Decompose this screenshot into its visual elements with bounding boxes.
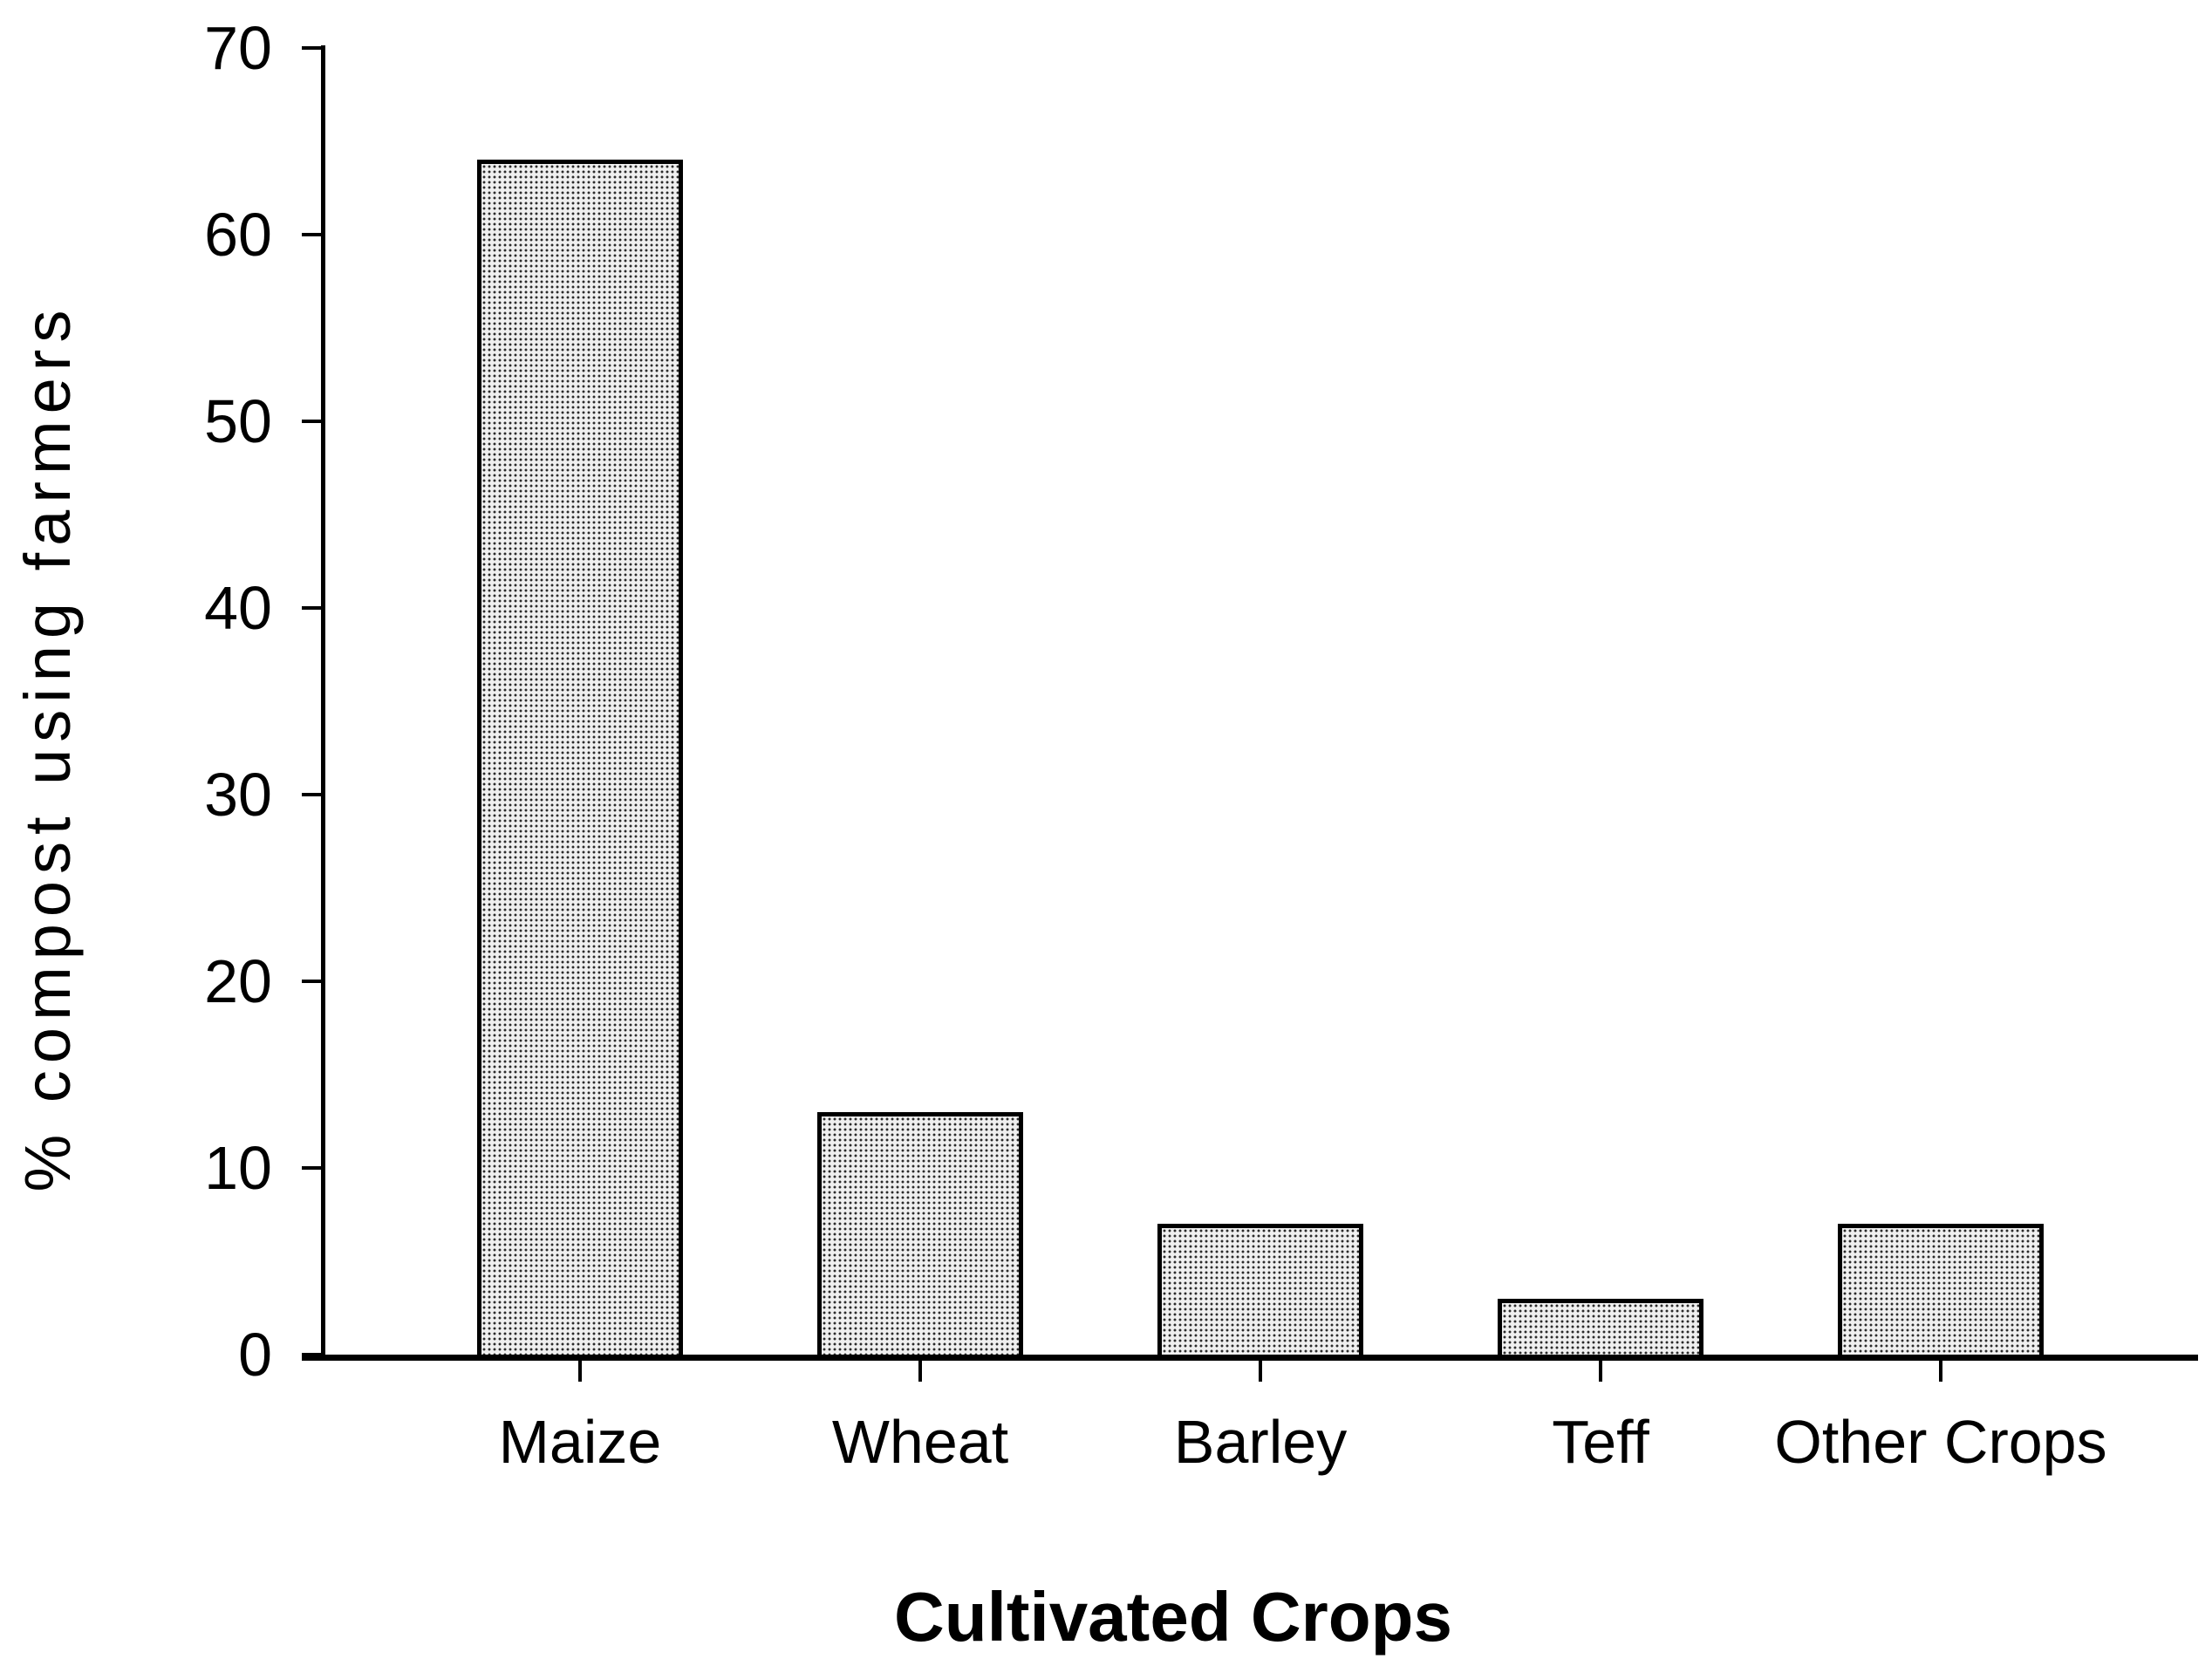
x-tick-label-maize: Maize — [498, 1408, 662, 1476]
x-tick-other-crops — [1939, 1361, 1942, 1382]
bar-maize — [477, 160, 683, 1355]
y-axis — [321, 45, 325, 1361]
bar-wheat — [817, 1112, 1023, 1355]
x-axis — [302, 1355, 2198, 1361]
y-tick-label-60: 60 — [204, 201, 272, 269]
y-tick-label-0: 0 — [238, 1321, 272, 1389]
y-tick-label-40: 40 — [204, 574, 272, 642]
y-tick-label-30: 30 — [204, 761, 272, 829]
y-tick-60 — [302, 233, 323, 236]
y-tick-30 — [302, 793, 323, 796]
y-tick-0 — [302, 1353, 323, 1356]
bar-other-crops — [1838, 1224, 2044, 1355]
x-tick-label-barley: Barley — [1173, 1408, 1348, 1476]
y-tick-50 — [302, 420, 323, 423]
x-tick-label-wheat: Wheat — [831, 1408, 1009, 1476]
y-tick-label-10: 10 — [204, 1134, 272, 1202]
y-tick-label-50: 50 — [204, 387, 272, 455]
x-axis-title: Cultivated Crops — [893, 1578, 1453, 1656]
x-tick-label-other-crops: Other Crops — [1774, 1408, 2107, 1476]
x-tick-barley — [1259, 1361, 1262, 1382]
bar-teff — [1498, 1299, 1703, 1355]
x-tick-maize — [578, 1361, 582, 1382]
x-tick-wheat — [918, 1361, 922, 1382]
y-tick-40 — [302, 606, 323, 610]
x-tick-teff — [1599, 1361, 1602, 1382]
y-tick-10 — [302, 1166, 323, 1170]
y-tick-70 — [302, 46, 323, 50]
x-tick-label-teff: Teff — [1552, 1408, 1649, 1476]
bar-barley — [1157, 1224, 1363, 1355]
y-tick-label-20: 20 — [204, 947, 272, 1015]
y-tick-label-70: 70 — [204, 14, 272, 82]
y-tick-20 — [302, 980, 323, 983]
y-axis-title: % compost using farmers — [11, 303, 84, 1192]
